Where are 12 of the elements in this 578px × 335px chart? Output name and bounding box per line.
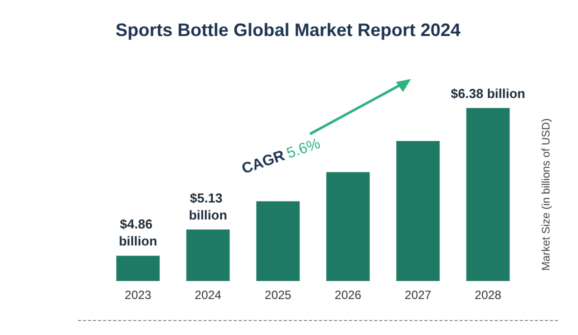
annotation: CAGR 5.6% bbox=[240, 135, 322, 178]
x-tick-label: 2028 bbox=[474, 288, 502, 302]
data-label: $4.86 billion bbox=[118, 216, 158, 249]
x-tick-label: 2025 bbox=[264, 288, 292, 302]
y-axis-title: Market Size (in billions of USD) bbox=[540, 118, 552, 271]
x-tick-label: 2024 bbox=[194, 288, 222, 302]
x-tick-label: 2026 bbox=[334, 288, 362, 302]
x-tick-label: 2023 bbox=[124, 288, 152, 302]
chart-title: Sports Bottle Global Market Report 2024 bbox=[115, 20, 461, 40]
x-tick-label: 2027 bbox=[404, 288, 432, 302]
data-label: $5.13 billion bbox=[188, 190, 228, 222]
data-label: $6.38 billion bbox=[450, 86, 526, 101]
